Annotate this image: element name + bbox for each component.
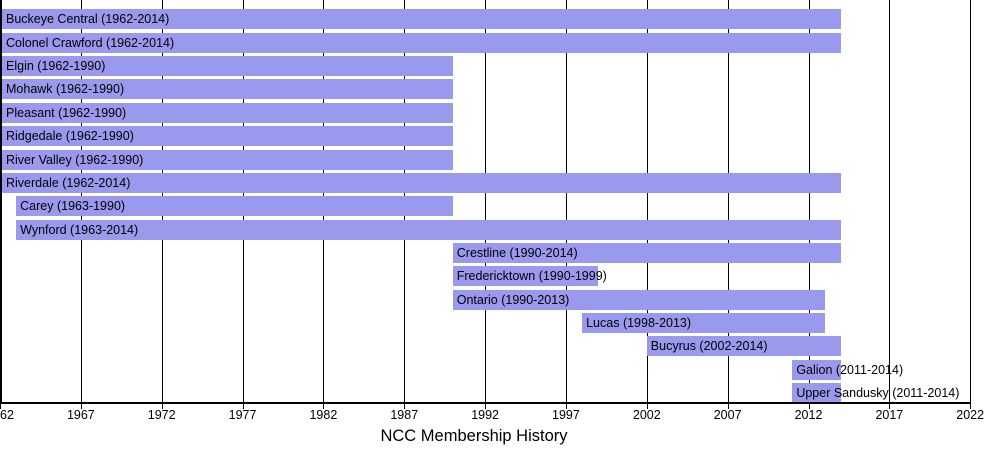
x-axis-tick-label: 1972 <box>147 408 176 422</box>
timeline-bar-label: River Valley (1962-1990) <box>6 152 144 167</box>
timeline-bar-galion: Galion (2011-2014) <box>792 359 904 380</box>
timeline-bar-ontario: Ontario (1990-2013) <box>452 289 825 310</box>
timeline-bar-colonel-crawford: Colonel Crawford (1962-2014) <box>2 32 841 53</box>
timeline-bar-wynford: Wynford (1963-2014) <box>16 219 841 240</box>
x-axis-tick-2022 <box>970 404 971 409</box>
x-axis-line <box>0 402 971 404</box>
chart-title: NCC Membership History <box>380 427 568 445</box>
x-axis-tick-2012 <box>809 404 810 409</box>
timeline-bar-buckeye-central: Buckeye Central (1962-2014) <box>2 9 841 30</box>
x-axis-tick-2002 <box>647 404 648 409</box>
timeline-bar-lucas: Lucas (1998-2013) <box>582 313 825 334</box>
gridline-2007 <box>728 0 729 402</box>
timeline-bar-riverdale: Riverdale (1962-2014) <box>2 172 841 193</box>
timeline-bar-fredericktown: Fredericktown (1990-1999) <box>452 266 607 287</box>
timeline-bar-crestline: Crestline (1990-2014) <box>452 243 841 263</box>
gridline-2012 <box>809 0 810 402</box>
timeline-bar-label: Riverdale (1962-2014) <box>6 175 131 190</box>
timeline-bar-label: Bucyrus (2002-2014) <box>650 339 768 354</box>
timeline-bar-label: Fredericktown (1990-1999) <box>456 269 607 284</box>
timeline-bar-bucyrus: Bucyrus (2002-2014) <box>646 336 841 357</box>
timeline-bar-mohawk: Mohawk (1962-1990) <box>2 79 453 100</box>
gridline-2017 <box>889 0 890 402</box>
x-axis-tick-1987 <box>404 404 405 409</box>
x-axis-tick-1967 <box>81 404 82 409</box>
timeline-bar-label: Buckeye Central (1962-2014) <box>6 12 170 27</box>
timeline-bar-label: Carey (1963-1990) <box>20 199 126 214</box>
timeline-bar-river-valley: River Valley (1962-1990) <box>2 149 453 170</box>
gridline-1992 <box>485 0 486 402</box>
timeline-bar-label: Colonel Crawford (1962-2014) <box>6 35 175 50</box>
timeline-bar-upper-sandusky: Upper Sandusky (2011-2014) <box>792 383 960 404</box>
gridline-1997 <box>566 0 567 402</box>
x-axis-tick-2007 <box>728 404 729 409</box>
x-axis-tick-1982 <box>323 404 324 409</box>
timeline-bar-pleasant: Pleasant (1962-1990) <box>2 102 453 123</box>
x-axis-tick-label: 1977 <box>228 408 257 422</box>
x-axis-tick-2017 <box>889 404 890 409</box>
x-axis-tick-1977 <box>243 404 244 409</box>
x-axis-tick-label: 1992 <box>471 408 499 422</box>
x-axis-tick-1962 <box>0 404 1 409</box>
timeline-bar-label: Pleasant (1962-1990) <box>6 105 127 120</box>
timeline-bar-label: Galion (2011-2014) <box>796 362 904 377</box>
x-axis-tick-1972 <box>162 404 163 409</box>
timeline-bar-label: Wynford (1963-2014) <box>20 222 139 237</box>
timeline-bar-ridgedale: Ridgedale (1962-1990) <box>2 126 453 147</box>
gridline-2002 <box>647 0 648 402</box>
timeline-bar-carey: Carey (1963-1990) <box>16 196 453 217</box>
x-axis-tick-label: 1987 <box>390 408 419 422</box>
gridline-1962 <box>0 0 2 402</box>
x-axis-tick-1997 <box>566 404 567 409</box>
timeline-bar-label: Lucas (1998-2013) <box>586 316 692 331</box>
x-axis-tick-label: 2007 <box>713 408 742 422</box>
x-axis-tick-label: 1982 <box>309 408 338 422</box>
timeline-bar-label: Upper Sandusky (2011-2014) <box>796 386 960 401</box>
timeline-bar-label: Crestline (1990-2014) <box>456 246 578 260</box>
x-axis-tick-label: 1962 <box>0 408 14 422</box>
gridline-2022 <box>970 0 971 402</box>
x-axis-tick-1992 <box>485 404 486 409</box>
x-axis-tick-label: 2002 <box>632 408 661 422</box>
x-axis-tick-label: 1997 <box>552 408 580 422</box>
timeline-bar-label: Elgin (1962-1990) <box>6 59 106 74</box>
timeline-bar-label: Ontario (1990-2013) <box>456 292 570 307</box>
timeline-bar-label: Mohawk (1962-1990) <box>6 82 125 97</box>
x-axis-tick-label: 2017 <box>875 408 904 422</box>
x-axis-tick-label: 2022 <box>956 408 985 422</box>
timeline-bar-elgin: Elgin (1962-1990) <box>2 56 453 77</box>
timeline-bar-label: Ridgedale (1962-1990) <box>6 129 134 144</box>
x-axis-tick-label: 1967 <box>66 408 95 422</box>
x-axis-tick-label: 2012 <box>794 408 823 422</box>
